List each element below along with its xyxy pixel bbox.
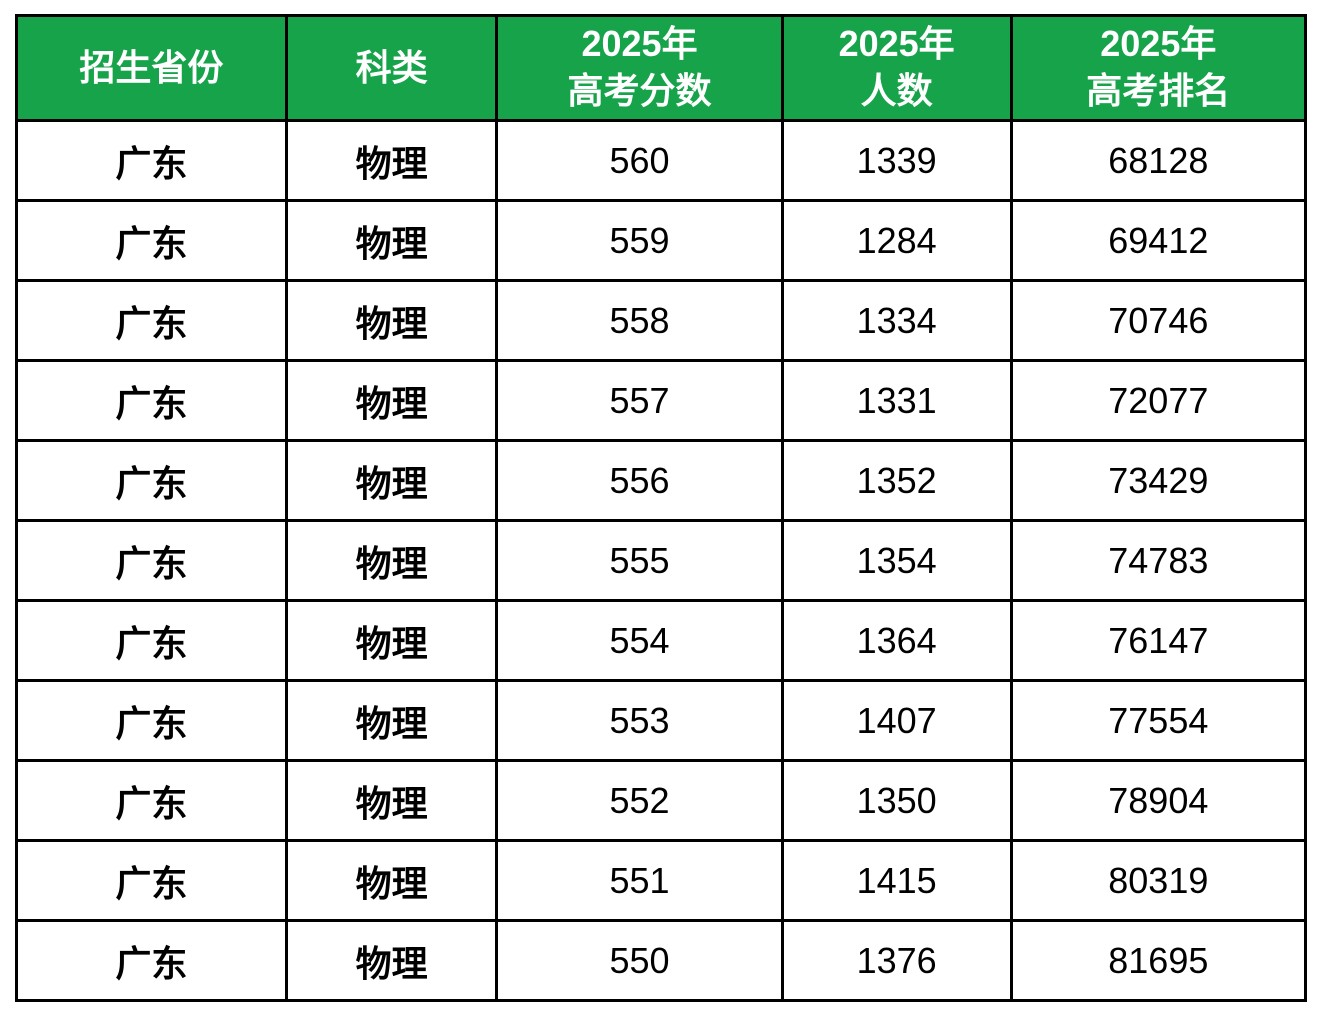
rank-cell: 80319 (1009, 839, 1308, 922)
province-cell: 广东 (15, 119, 288, 202)
category-cell: 物理 (284, 519, 499, 602)
table-row: 广东 物理 551 1415 80319 (15, 839, 1308, 922)
category-cell: 物理 (284, 839, 499, 922)
rank-cell: 72077 (1009, 359, 1308, 442)
header-row: 招生省份 科类 2025年 高考分数 2025年 人数 2025年 高考排名 (15, 14, 1308, 122)
category-cell: 物理 (284, 279, 499, 362)
table-row: 广东 物理 550 1376 81695 (15, 919, 1308, 1002)
table-row: 广东 物理 556 1352 73429 (15, 439, 1308, 522)
category-cell: 物理 (284, 199, 499, 282)
count-cell: 1364 (780, 599, 1013, 682)
category-cell: 物理 (284, 439, 499, 522)
rank-cell: 73429 (1009, 439, 1308, 522)
header-cell-category: 科类 (284, 14, 499, 122)
province-cell: 广东 (15, 439, 288, 522)
header-cell-province: 招生省份 (15, 14, 288, 122)
score-cell: 559 (495, 199, 784, 282)
count-cell: 1415 (780, 839, 1013, 922)
table-header: 招生省份 科类 2025年 高考分数 2025年 人数 2025年 高考排名 (15, 14, 1308, 122)
count-cell: 1354 (780, 519, 1013, 602)
category-cell: 物理 (284, 919, 499, 1002)
score-cell: 557 (495, 359, 784, 442)
header-cell-score: 2025年 高考分数 (495, 14, 784, 122)
score-cell: 551 (495, 839, 784, 922)
category-cell: 物理 (284, 359, 499, 442)
province-cell: 广东 (15, 679, 288, 762)
table-row: 广东 物理 555 1354 74783 (15, 519, 1308, 602)
province-cell: 广东 (15, 519, 288, 602)
province-cell: 广东 (15, 279, 288, 362)
count-cell: 1407 (780, 679, 1013, 762)
table-body: 广东 物理 560 1339 68128 广东 物理 559 1284 69412 广东 物理 558 1… (15, 119, 1308, 1002)
table-row: 广东 物理 554 1364 76147 (15, 599, 1308, 682)
count-cell: 1339 (780, 119, 1013, 202)
table-row: 广东 物理 557 1331 72077 (15, 359, 1308, 442)
score-cell: 556 (495, 439, 784, 522)
table-row: 广东 物理 552 1350 78904 (15, 759, 1308, 842)
rank-cell: 76147 (1009, 599, 1308, 682)
province-cell: 广东 (15, 759, 288, 842)
count-cell: 1350 (780, 759, 1013, 842)
score-cell: 558 (495, 279, 784, 362)
category-cell: 物理 (284, 119, 499, 202)
category-cell: 物理 (284, 679, 499, 762)
province-cell: 广东 (15, 199, 288, 282)
province-cell: 广东 (15, 599, 288, 682)
table-row: 广东 物理 560 1339 68128 (15, 119, 1308, 202)
rank-cell: 74783 (1009, 519, 1308, 602)
header-cell-rank: 2025年 高考排名 (1009, 14, 1308, 122)
province-cell: 广东 (15, 839, 288, 922)
score-cell: 552 (495, 759, 784, 842)
rank-cell: 78904 (1009, 759, 1308, 842)
category-cell: 物理 (284, 599, 499, 682)
count-cell: 1376 (780, 919, 1013, 1002)
province-cell: 广东 (15, 919, 288, 1002)
rank-cell: 70746 (1009, 279, 1308, 362)
admission-score-table: 招生省份 科类 2025年 高考分数 2025年 人数 2025年 高考排名 广东 物理 560 1… (15, 14, 1308, 1002)
count-cell: 1352 (780, 439, 1013, 522)
count-cell: 1331 (780, 359, 1013, 442)
score-cell: 550 (495, 919, 784, 1002)
rank-cell: 81695 (1009, 919, 1308, 1002)
score-cell: 554 (495, 599, 784, 682)
table-row: 广东 物理 558 1334 70746 (15, 279, 1308, 362)
score-cell: 553 (495, 679, 784, 762)
header-cell-count: 2025年 人数 (780, 14, 1013, 122)
table-row: 广东 物理 559 1284 69412 (15, 199, 1308, 282)
score-cell: 555 (495, 519, 784, 602)
table-row: 广东 物理 553 1407 77554 (15, 679, 1308, 762)
score-cell: 560 (495, 119, 784, 202)
province-cell: 广东 (15, 359, 288, 442)
rank-cell: 68128 (1009, 119, 1308, 202)
count-cell: 1334 (780, 279, 1013, 362)
rank-cell: 69412 (1009, 199, 1308, 282)
rank-cell: 77554 (1009, 679, 1308, 762)
count-cell: 1284 (780, 199, 1013, 282)
category-cell: 物理 (284, 759, 499, 842)
